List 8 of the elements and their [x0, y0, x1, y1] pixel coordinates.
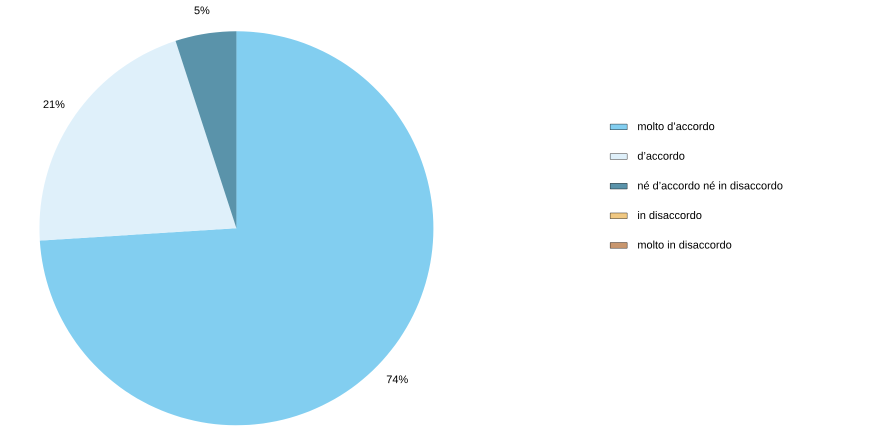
- legend-label: molto in disaccordo: [638, 240, 732, 249]
- legend-label: molto d’accordo: [638, 122, 714, 130]
- data-label: 21%: [44, 100, 64, 108]
- legend-label: in disaccordo: [638, 211, 702, 220]
- data-label: 5%: [194, 6, 210, 14]
- legend-label: d’accordo: [638, 152, 684, 160]
- data-label: 74%: [386, 375, 408, 384]
- legend-label: né d’accordo né in disaccordo: [638, 181, 782, 190]
